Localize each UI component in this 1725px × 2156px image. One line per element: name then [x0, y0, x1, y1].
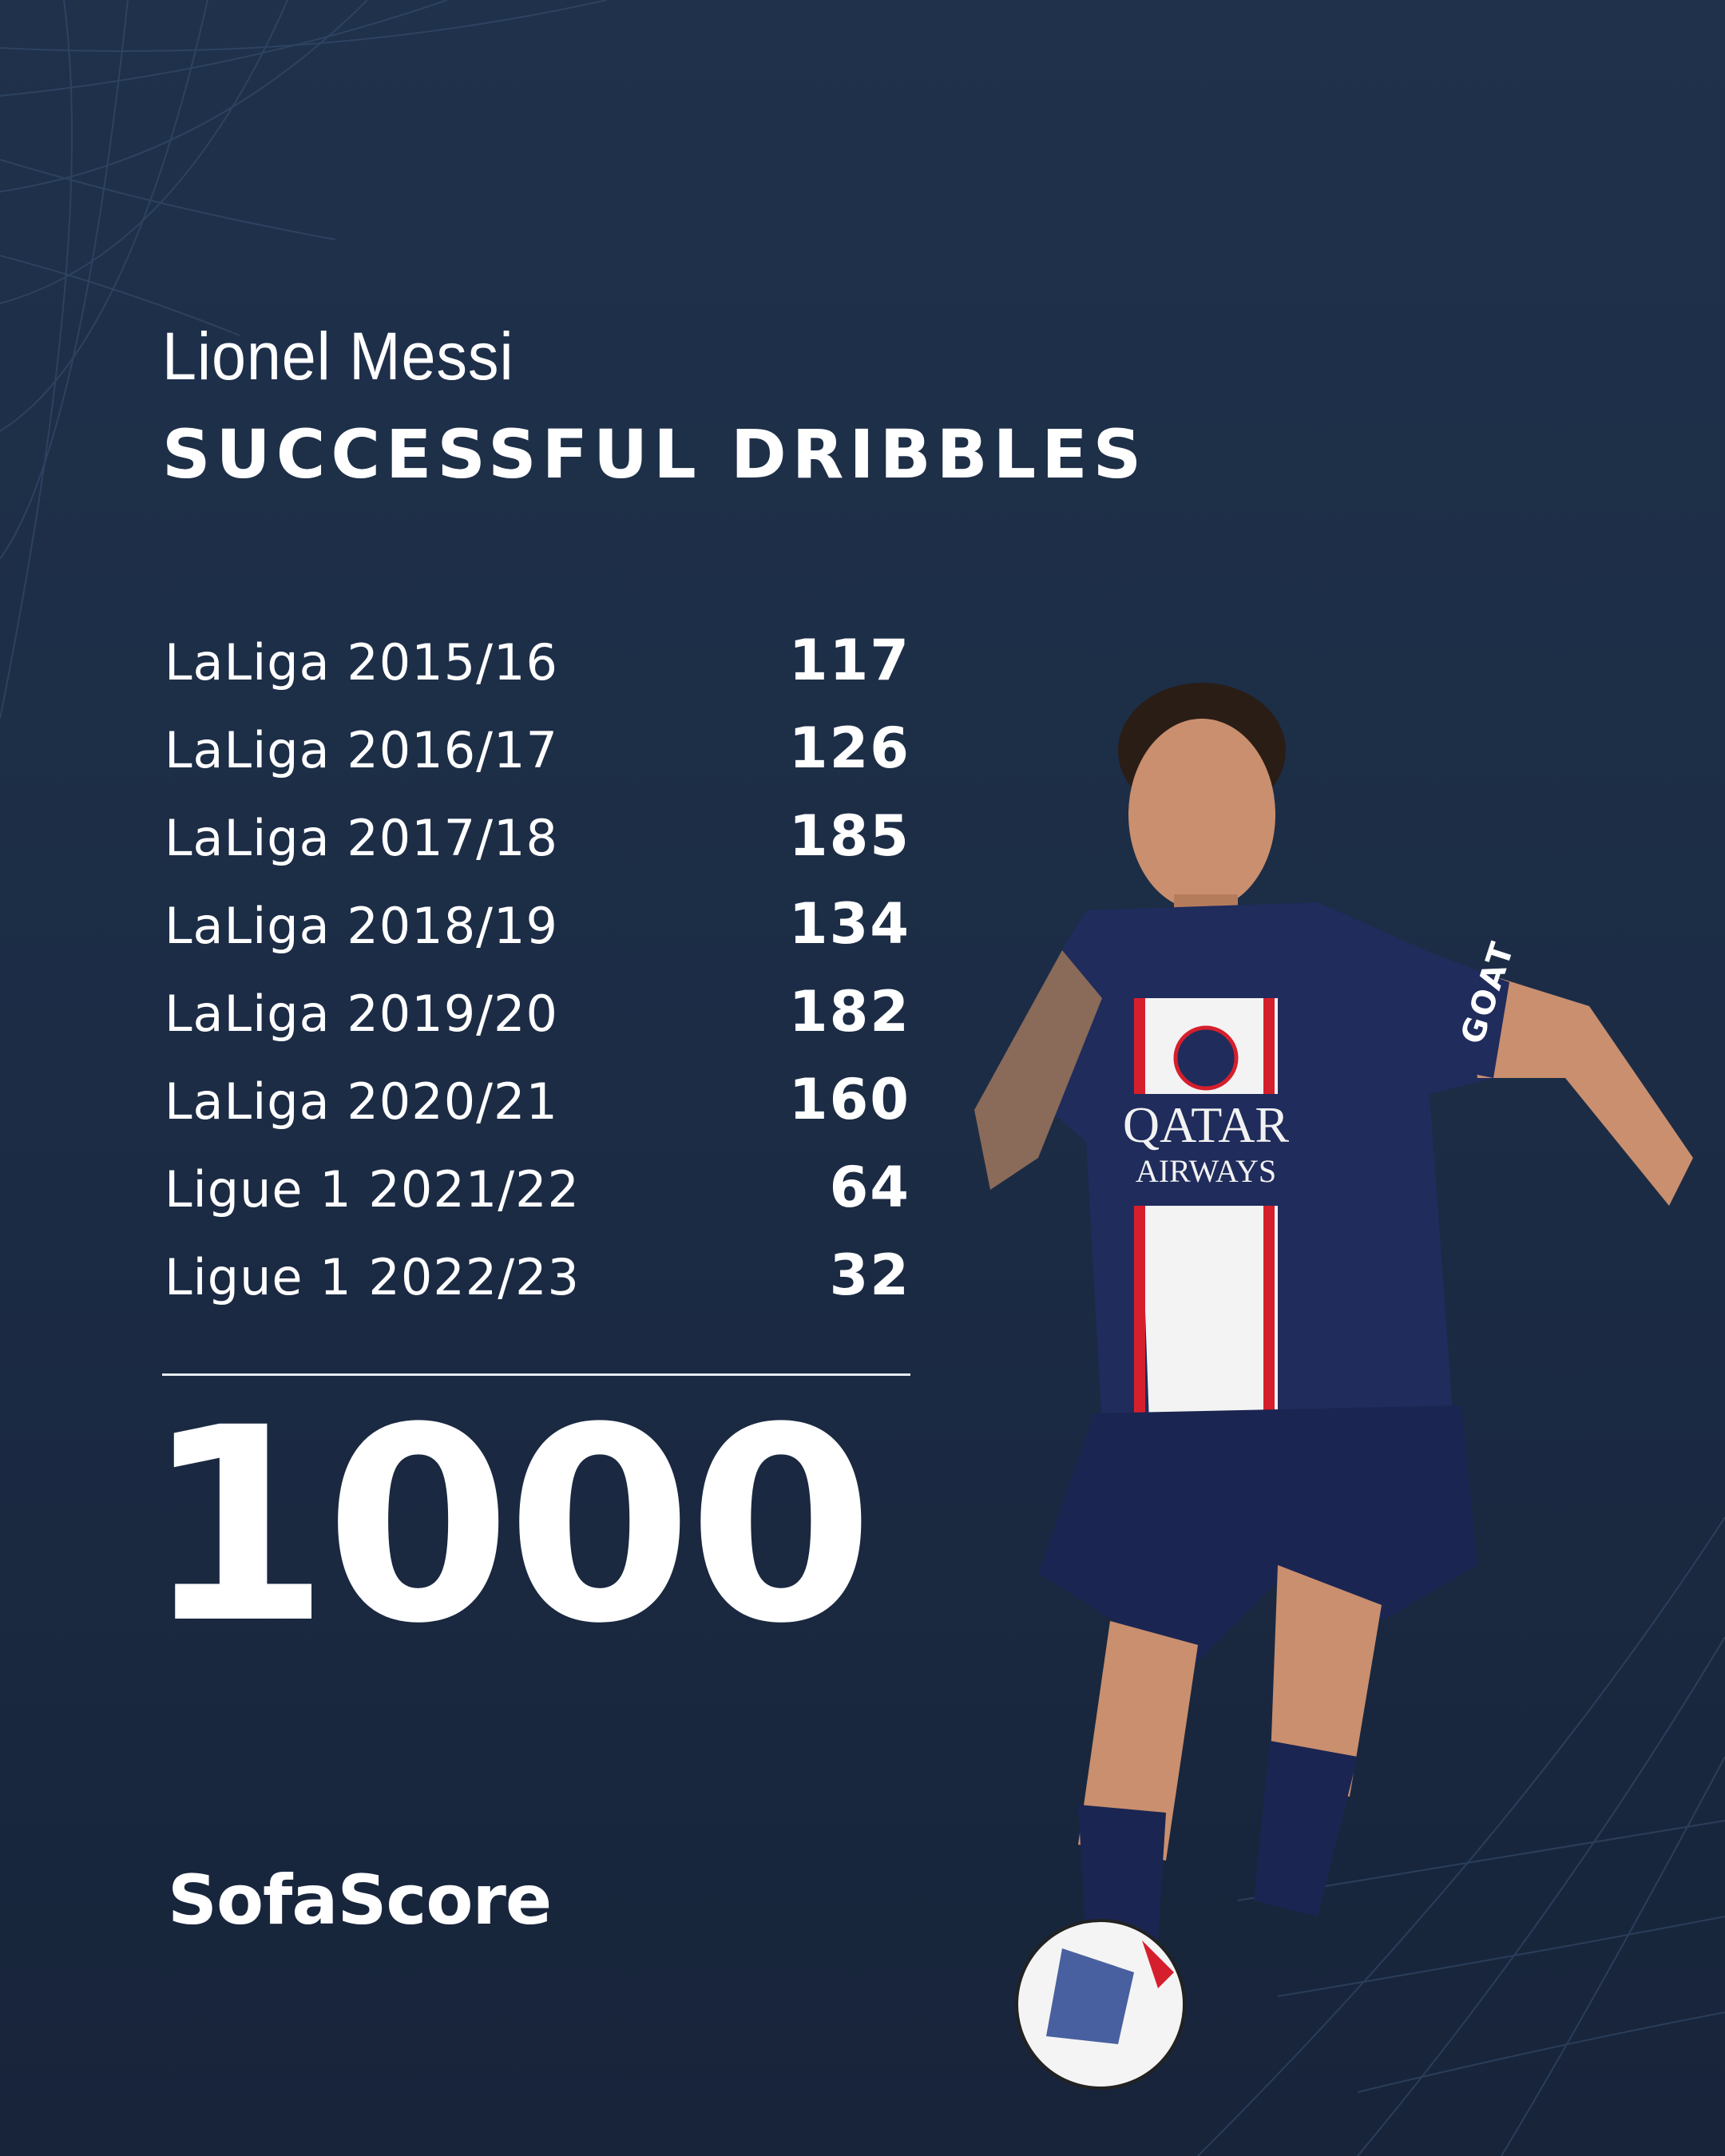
season-label: Ligue 1 2021/22: [165, 1160, 580, 1219]
season-row: LaLiga 2018/19 134: [165, 891, 910, 979]
season-row: LaLiga 2020/21 160: [165, 1067, 910, 1155]
season-list: LaLiga 2015/16 117 LaLiga 2016/17 126 LaLi…: [165, 628, 910, 1330]
player-name: Lionel Messi: [162, 319, 514, 394]
season-value: 182: [788, 979, 910, 1044]
season-value: 32: [829, 1242, 910, 1308]
season-row: LaLiga 2017/18 185: [165, 803, 910, 891]
season-label: LaLiga 2015/16: [165, 633, 558, 692]
season-row: Ligue 1 2022/23 32: [165, 1242, 910, 1330]
sponsor-text-line2: AIRWAYS: [1136, 1153, 1276, 1189]
season-value: 160: [788, 1067, 910, 1132]
season-row: LaLiga 2015/16 117: [165, 628, 910, 715]
sponsor-text: QATAR: [1123, 1096, 1290, 1153]
season-label: LaLiga 2020/21: [165, 1072, 558, 1131]
season-value: 185: [788, 803, 910, 869]
sofascore-logo: SofaScore: [168, 1861, 552, 1940]
season-label: Ligue 1 2022/23: [165, 1248, 580, 1306]
season-row: LaLiga 2016/17 126: [165, 715, 910, 803]
season-value: 64: [829, 1155, 910, 1220]
season-row: LaLiga 2019/20 182: [165, 979, 910, 1067]
divider: [162, 1373, 910, 1376]
season-label: LaLiga 2017/18: [165, 809, 558, 867]
season-label: LaLiga 2016/17: [165, 721, 558, 779]
season-value: 117: [788, 628, 910, 693]
stat-title: SUCCESSFUL DRIBBLES: [162, 415, 1148, 493]
season-label: LaLiga 2018/19: [165, 897, 558, 955]
player-photo: QATAR AIRWAYS GOAT: [974, 683, 1693, 2090]
total-value: 1000: [144, 1371, 874, 1682]
season-value: 134: [788, 891, 910, 957]
season-row: Ligue 1 2021/22 64: [165, 1155, 910, 1242]
season-value: 126: [788, 715, 910, 781]
season-label: LaLiga 2019/20: [165, 985, 558, 1043]
